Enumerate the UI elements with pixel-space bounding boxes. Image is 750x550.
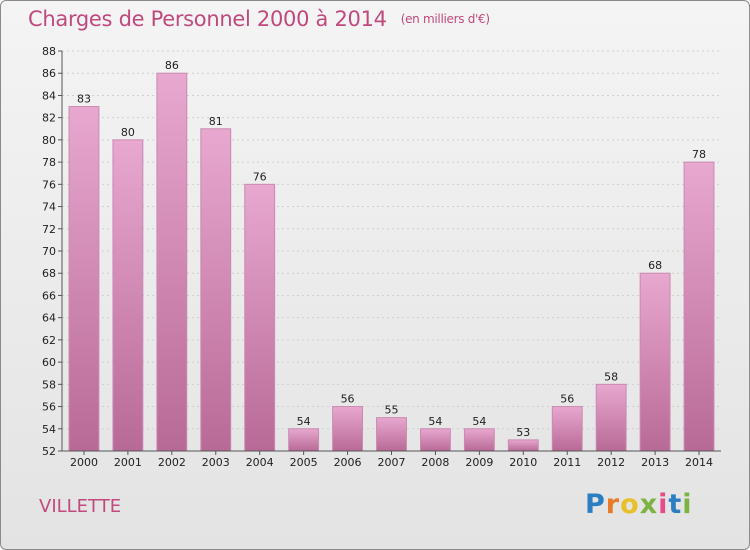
y-tick-label: 62 — [42, 334, 56, 347]
x-tick-label: 2011 — [553, 456, 581, 469]
bar-2000 — [68, 106, 100, 452]
x-tick-label: 2002 — [158, 456, 186, 469]
value-label: 56 — [341, 393, 355, 406]
y-tick-label: 70 — [42, 245, 56, 258]
y-tick-label: 84 — [42, 89, 56, 102]
y-tick-label: 58 — [42, 378, 56, 391]
y-tick-label: 80 — [42, 134, 56, 147]
y-tick-label: 82 — [42, 112, 56, 125]
value-label: 81 — [209, 115, 223, 128]
bar-2001 — [112, 139, 144, 452]
value-label: 76 — [253, 170, 267, 183]
x-tick-label: 2009 — [465, 456, 493, 469]
bar-2013 — [639, 272, 671, 452]
x-tick-label: 2003 — [202, 456, 230, 469]
bar-2003 — [200, 128, 232, 452]
value-label: 54 — [428, 415, 442, 428]
value-label: 68 — [648, 259, 662, 272]
y-tick-label: 56 — [42, 401, 56, 414]
logo-letter: P — [585, 489, 606, 520]
value-label: 53 — [516, 426, 530, 439]
value-label: 54 — [472, 415, 486, 428]
value-label: 54 — [297, 415, 311, 428]
bar-2008 — [419, 428, 451, 452]
value-label: 58 — [604, 370, 618, 383]
y-tick-label: 78 — [42, 156, 56, 169]
proxiti-logo[interactable]: Proxiti — [585, 489, 693, 520]
y-tick-label: 74 — [42, 201, 56, 214]
bar-2006 — [332, 406, 364, 452]
bar-2002 — [156, 72, 188, 452]
logo-letter: o — [620, 489, 640, 520]
chart-title: Charges de Personnel 2000 à 2014 (en mill… — [28, 7, 490, 31]
value-label: 78 — [692, 148, 706, 161]
logo-letter: r — [605, 489, 621, 520]
bar-2004 — [244, 183, 276, 452]
chart-title-text: Charges de Personnel 2000 à 2014 — [28, 7, 387, 31]
x-tick-label: 2004 — [246, 456, 274, 469]
value-label: 83 — [77, 93, 91, 106]
y-tick-label: 66 — [42, 289, 56, 302]
logo-letter: i — [658, 489, 669, 520]
y-tick-label: 68 — [42, 267, 56, 280]
bar-2005 — [288, 428, 320, 452]
y-tick-label: 60 — [42, 356, 56, 369]
x-tick-label: 2005 — [290, 456, 318, 469]
value-label: 56 — [560, 393, 574, 406]
bar-2011 — [551, 406, 583, 452]
x-tick-label: 2001 — [114, 456, 142, 469]
chart-subtitle: (en milliers d'€) — [400, 12, 490, 26]
x-tick-label: 2008 — [421, 456, 449, 469]
x-tick-label: 2007 — [378, 456, 406, 469]
x-tick-label: 2010 — [509, 456, 537, 469]
y-tick-label: 76 — [42, 178, 56, 191]
x-tick-label: 2000 — [70, 456, 98, 469]
x-tick-label: 2013 — [641, 456, 669, 469]
bar-2012 — [595, 383, 627, 452]
y-tick-label: 88 — [42, 45, 56, 58]
bar-2007 — [376, 417, 407, 452]
value-label: 55 — [385, 404, 399, 417]
value-label: 80 — [121, 126, 135, 139]
x-tick-label: 2012 — [597, 456, 625, 469]
logo-letter: i — [682, 489, 693, 520]
bar-2009 — [463, 428, 495, 452]
logo-letter: t — [668, 489, 683, 520]
x-tick-label: 2014 — [685, 456, 713, 469]
value-label: 86 — [165, 59, 179, 72]
logo-letter: x — [639, 489, 659, 520]
y-tick-label: 52 — [42, 445, 56, 458]
y-tick-label: 72 — [42, 223, 56, 236]
commune-name: VILLETTE — [39, 496, 122, 517]
bar-2014 — [683, 161, 715, 452]
x-tick-label: 2006 — [334, 456, 362, 469]
y-tick-label: 64 — [42, 312, 56, 325]
y-tick-label: 86 — [42, 67, 56, 80]
y-tick-label: 54 — [42, 423, 56, 436]
bar-2010 — [507, 439, 539, 452]
